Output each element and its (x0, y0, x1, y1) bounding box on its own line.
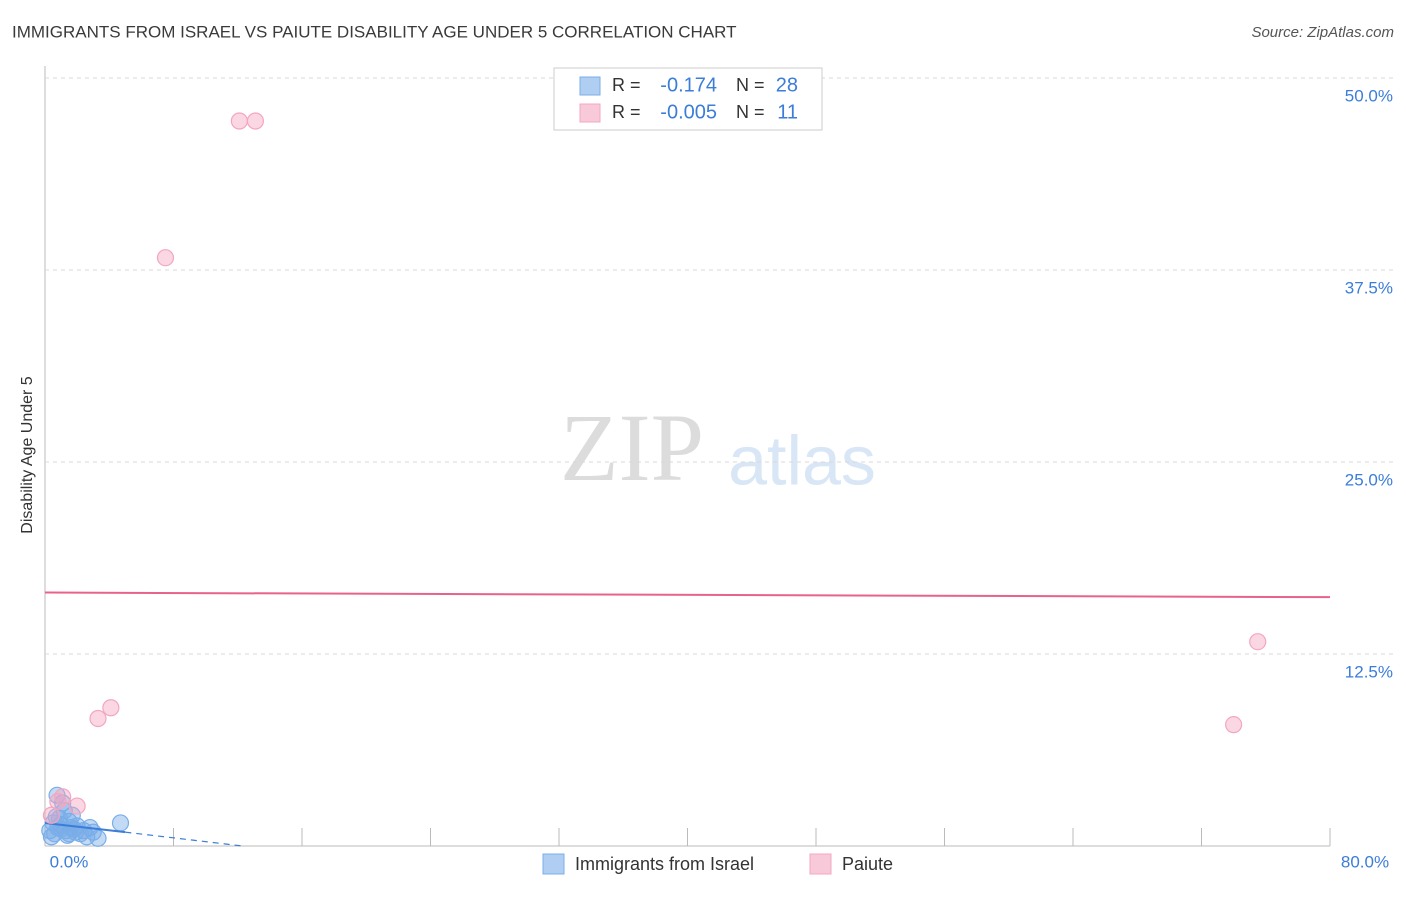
point (89, 709, 107, 728)
legend-label: Paiute (842, 854, 893, 874)
point (54, 788, 72, 806)
y-tick-label: 50.0% (1345, 86, 1393, 105)
trend-line (44, 821, 126, 834)
point (111, 814, 130, 832)
point (230, 112, 248, 130)
chart-title: IMMIGRANTS FROM ISRAEL VS PAIUTE DISABIL… (12, 22, 737, 41)
x-tick-label: 80.0% (1341, 852, 1389, 871)
stats-r-value: -0.174 (660, 74, 717, 96)
y-tick-label: 37.5% (1345, 278, 1393, 297)
point (1249, 633, 1267, 651)
stats-n-label: N = (736, 102, 765, 122)
point (89, 829, 107, 847)
point (60, 825, 78, 843)
point (49, 792, 67, 811)
point (1225, 716, 1243, 734)
stats-r-value: -0.005 (660, 101, 717, 123)
stats-n-value: 11 (777, 101, 798, 123)
trend-line (44, 591, 1331, 599)
stats-n-value: 28 (776, 74, 798, 96)
legend-label: Immigrants from Israel (575, 854, 754, 874)
stats-n-label: N = (736, 75, 765, 95)
watermark: atlas (728, 421, 876, 499)
trend-extension (125, 831, 243, 847)
legend-swatch (542, 853, 565, 875)
stats-r-label: R = (612, 75, 641, 95)
point (102, 699, 120, 717)
y-tick-label: 12.5% (1345, 662, 1393, 681)
source: Source: ZipAtlas.com (1251, 24, 1394, 41)
x-tick-label: 0.0% (50, 852, 89, 871)
point (42, 806, 61, 824)
point (156, 249, 175, 267)
stats-r-label: R = (612, 102, 641, 122)
legend-swatch (809, 853, 832, 875)
stats-swatch (579, 103, 601, 123)
y-tick-label: 25.0% (1345, 470, 1393, 489)
point (246, 112, 265, 130)
y-axis-label: Disability Age Under 5 (19, 376, 36, 534)
watermark: ZIP (560, 394, 704, 501)
stats-swatch (579, 76, 601, 96)
point (68, 797, 86, 815)
